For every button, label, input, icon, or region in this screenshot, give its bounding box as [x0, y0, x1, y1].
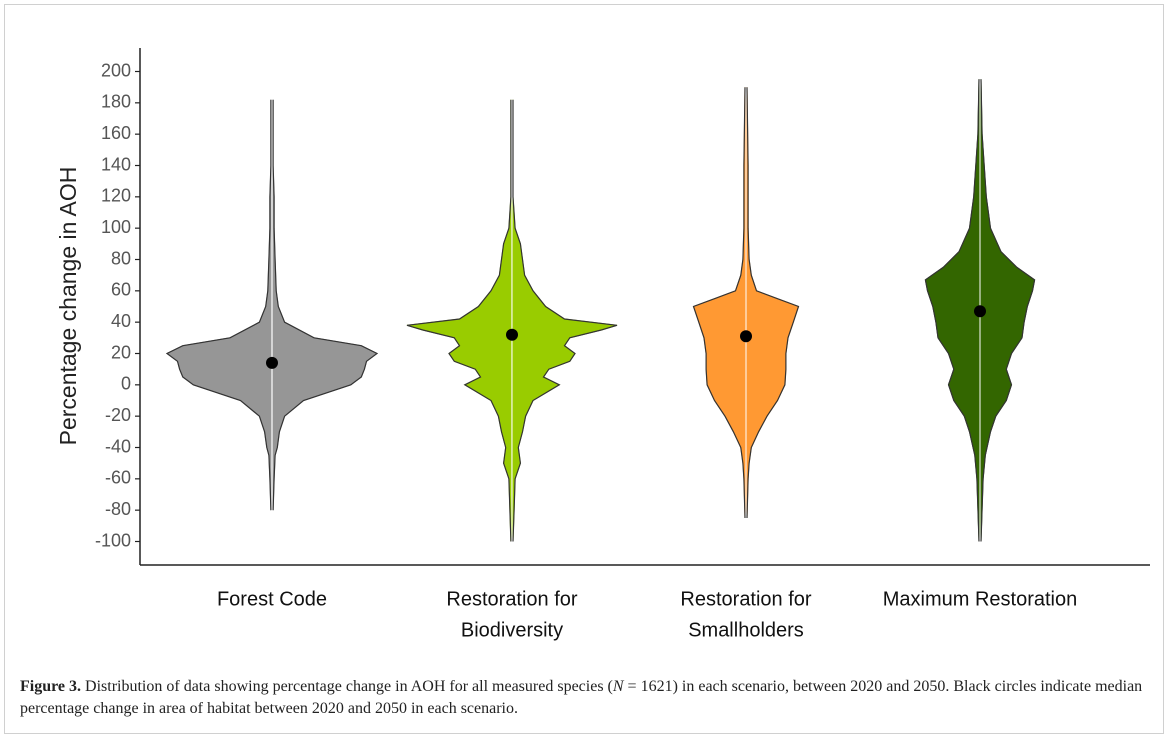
violin-half — [746, 87, 800, 519]
violin-outline — [512, 99, 618, 542]
median-dot — [266, 356, 278, 369]
y-tick-label: -40 — [105, 436, 131, 456]
caption-text: Distribution of data showing percentage … — [85, 678, 613, 695]
violin-half — [166, 99, 272, 511]
y-tick-label: 60 — [111, 280, 131, 300]
y-tick-label: -100 — [95, 530, 131, 550]
x-tick-label: Restoration for — [680, 588, 812, 610]
median-dot — [740, 330, 752, 343]
caption-label: Figure 3. — [20, 678, 82, 695]
violin-half — [272, 99, 378, 511]
y-tick-label: 120 — [101, 186, 131, 206]
y-tick-label: -60 — [105, 468, 131, 488]
median-dot — [506, 328, 518, 341]
violin-half — [406, 99, 512, 542]
y-tick-label: 40 — [111, 311, 131, 331]
x-tick-label: Forest Code — [217, 588, 327, 610]
violin-outline — [272, 99, 379, 511]
y-tick-label: -20 — [105, 405, 131, 425]
violin-outline — [746, 87, 800, 519]
violin-outline — [924, 79, 980, 542]
chart: Percentage change in AOH -100 -80 -60 -40 -2… — [55, 48, 1150, 641]
y-tick-label: 80 — [111, 248, 131, 268]
x-tick-label: Biodiversity — [461, 619, 563, 641]
y-tick-label: 140 — [101, 154, 131, 174]
violin-outline — [406, 99, 512, 542]
y-tick-label: 20 — [111, 342, 131, 362]
figure-frame — [4, 4, 1164, 734]
y-tick-label: 0 — [121, 374, 131, 394]
y-tick-label: 200 — [101, 60, 131, 80]
violin-half — [512, 99, 618, 542]
violin-outline — [692, 87, 746, 519]
median-dot — [974, 305, 986, 318]
x-tick-label: Restoration for — [446, 588, 578, 610]
y-axis-title: Percentage change in AOH — [55, 167, 81, 446]
x-tick-label: Smallholders — [688, 619, 804, 641]
caption: Figure 3. Distribution of data showing p… — [20, 676, 1150, 720]
y-tick-label: 160 — [101, 123, 131, 143]
x-tick-label: Maximum Restoration — [883, 588, 1078, 610]
violin-half — [692, 87, 746, 519]
caption-variable: N — [612, 678, 624, 695]
violin-outline — [980, 79, 1036, 542]
y-tick-label: 180 — [101, 92, 131, 112]
caption-text: = 1621) in each scenario, between 2020 a… — [20, 678, 1143, 717]
violin-outline — [165, 99, 272, 511]
y-tick-label: 100 — [101, 217, 131, 237]
y-tick-label: -80 — [105, 499, 131, 519]
